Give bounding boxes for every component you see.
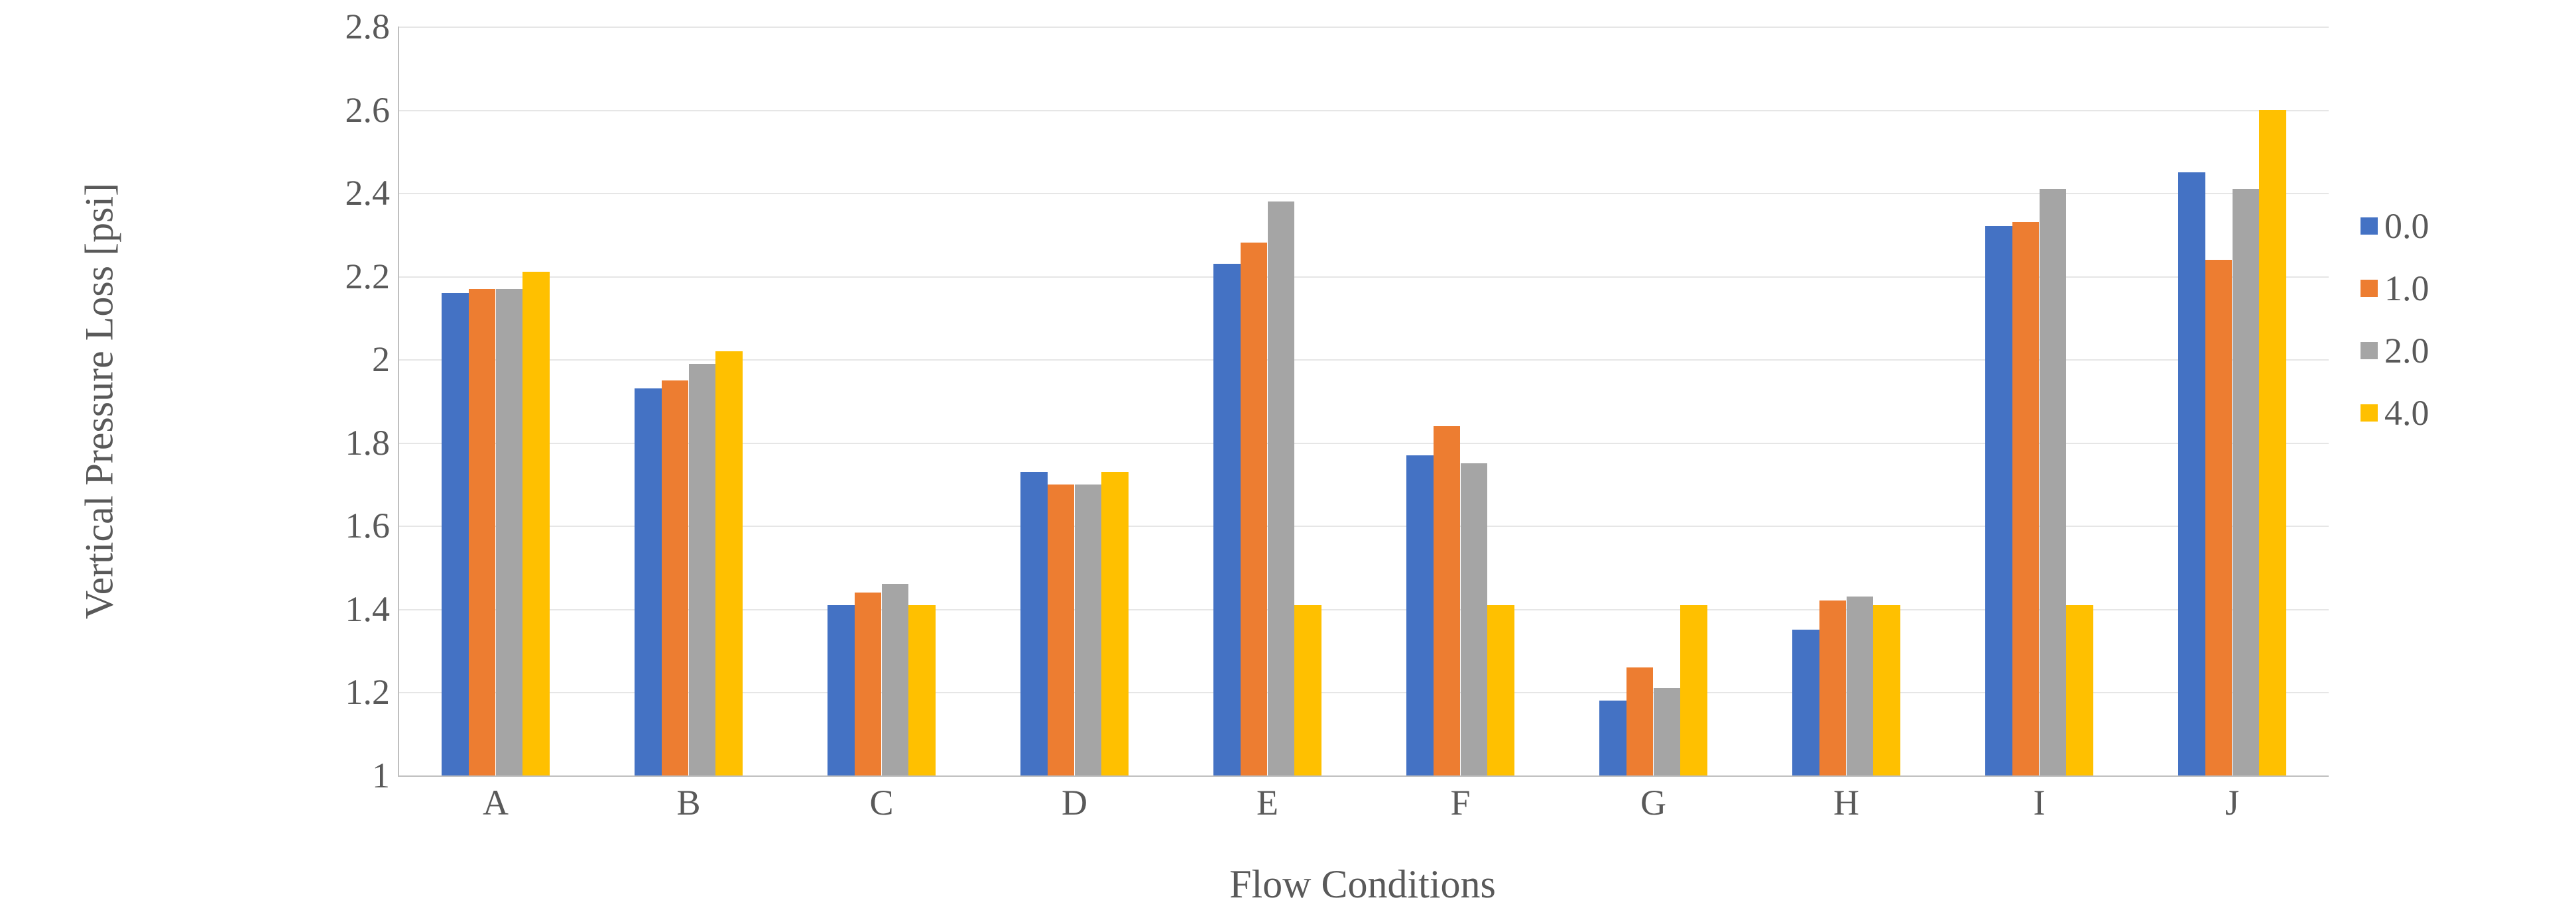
- y-tick-label: 2.6: [345, 89, 400, 131]
- x-tick-label: I: [2034, 775, 2046, 823]
- bar: [855, 593, 882, 775]
- legend: 0.0 1.0 2.0 4.0: [2361, 205, 2429, 433]
- x-tick-label: H: [1833, 775, 1859, 823]
- legend-item: 1.0: [2361, 268, 2429, 309]
- legend-swatch: [2361, 217, 2378, 235]
- y-tick-label: 1.4: [345, 589, 400, 630]
- bar: [1213, 264, 1241, 775]
- y-axis-title: Vertical Pressure Loss [psi]: [77, 183, 123, 619]
- bar: [715, 351, 743, 775]
- legend-label: 4.0: [2384, 392, 2429, 433]
- bar: [662, 380, 689, 775]
- bar: [2040, 189, 2067, 775]
- y-tick-label: 1: [372, 755, 399, 796]
- bar: [1873, 605, 1900, 775]
- legend-swatch: [2361, 404, 2378, 422]
- bar: [882, 584, 909, 775]
- gridline: [399, 27, 2329, 28]
- bar: [2205, 260, 2233, 775]
- y-tick-label: 1.2: [345, 671, 400, 713]
- x-axis-title: Flow Conditions: [1229, 862, 1496, 907]
- x-tick-label: J: [2225, 775, 2239, 823]
- bar: [496, 289, 523, 776]
- x-tick-label: A: [483, 775, 509, 823]
- bar: [522, 272, 550, 775]
- bar: [469, 289, 496, 776]
- bar: [1792, 630, 1819, 775]
- bar: [1680, 605, 1707, 775]
- bar: [1626, 667, 1654, 775]
- legend-swatch: [2361, 342, 2378, 359]
- bar: [2012, 222, 2040, 775]
- gridline: [399, 110, 2329, 111]
- bar: [2259, 110, 2286, 775]
- legend-swatch: [2361, 280, 2378, 297]
- bar: [1847, 597, 1874, 775]
- y-tick-label: 2.2: [345, 256, 400, 297]
- bar: [1461, 463, 1488, 775]
- y-tick-label: 2: [372, 339, 399, 380]
- bar: [689, 364, 716, 776]
- x-tick-label: C: [869, 775, 893, 823]
- legend-label: 0.0: [2384, 205, 2429, 247]
- bar: [1294, 605, 1321, 775]
- bar: [1101, 472, 1129, 775]
- pressure-loss-bar-chart: Vertical Pressure Loss [psi] 11.21.41.61…: [0, 0, 2576, 914]
- bar: [1654, 688, 1681, 775]
- y-tick-label: 2.4: [345, 172, 400, 213]
- y-tick-label: 2.8: [345, 6, 400, 47]
- x-tick-label: G: [1640, 775, 1666, 823]
- legend-item: 0.0: [2361, 205, 2429, 247]
- bar: [1434, 426, 1461, 775]
- bar: [1599, 701, 1626, 775]
- bar: [1985, 226, 2012, 775]
- plot-area: 11.21.41.61.822.22.42.62.8ABCDEFGHIJ: [398, 27, 2329, 777]
- bar: [1819, 600, 1847, 775]
- legend-item: 2.0: [2361, 330, 2429, 371]
- bar: [442, 293, 469, 775]
- bar: [1048, 485, 1075, 775]
- x-tick-label: E: [1257, 775, 1278, 823]
- y-tick-label: 1.8: [345, 422, 400, 463]
- legend-label: 1.0: [2384, 268, 2429, 309]
- x-tick-label: F: [1450, 775, 1470, 823]
- y-tick-label: 1.6: [345, 505, 400, 546]
- bar: [2233, 189, 2260, 775]
- bar: [908, 605, 936, 775]
- bar: [2066, 605, 2093, 775]
- bar: [2178, 172, 2205, 775]
- bar: [635, 388, 662, 775]
- bar: [1241, 243, 1268, 775]
- x-tick-label: B: [676, 775, 700, 823]
- bar: [1406, 455, 1434, 775]
- legend-label: 2.0: [2384, 330, 2429, 371]
- legend-item: 4.0: [2361, 392, 2429, 433]
- bar: [1487, 605, 1514, 775]
- bar: [1075, 485, 1102, 775]
- x-tick-label: D: [1062, 775, 1087, 823]
- bar: [1268, 201, 1295, 775]
- bar: [828, 605, 855, 775]
- bar: [1020, 472, 1048, 775]
